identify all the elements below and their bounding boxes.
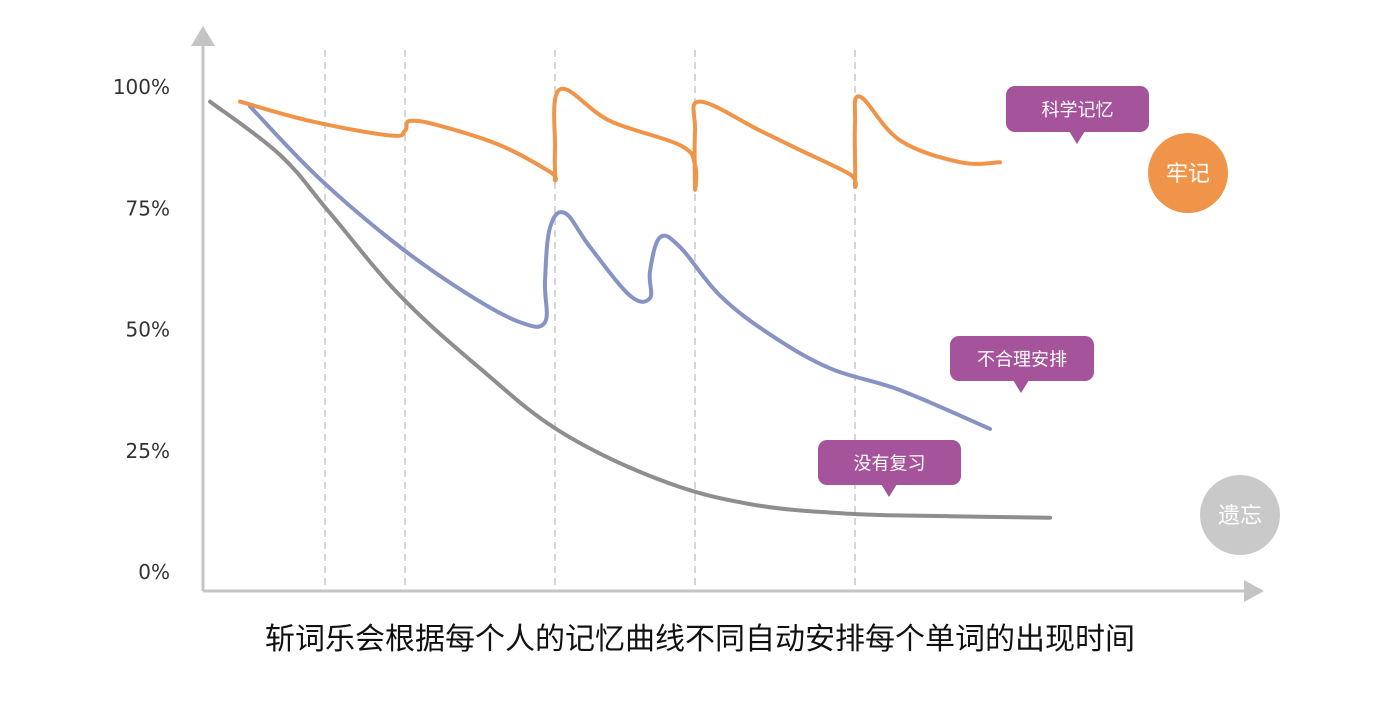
end-badge-label: 遗忘 xyxy=(1218,504,1262,529)
series-line-none xyxy=(208,99,1052,520)
y-axis-arrow xyxy=(191,26,215,46)
bubble-tail xyxy=(1013,380,1029,393)
y-tick-label: 100% xyxy=(113,75,170,99)
series-lines xyxy=(208,86,1052,520)
end-badge-circle xyxy=(1148,133,1228,213)
bubble-tail xyxy=(1069,131,1085,144)
y-tick-label: 75% xyxy=(126,196,170,220)
annotation-bubble-scientific: 科学记忆 xyxy=(1006,86,1149,144)
y-tick-label: 0% xyxy=(138,560,170,584)
end-badge-label: 牢记 xyxy=(1166,162,1210,187)
y-tick-label: 50% xyxy=(126,318,170,342)
annotation-bubble-unreasonable: 不合理安排 xyxy=(950,336,1094,393)
bubble-tail xyxy=(881,484,897,497)
bubble-body xyxy=(950,336,1094,381)
series-line-unreasonable xyxy=(248,104,992,431)
end-badge-circle xyxy=(1200,475,1280,555)
end-badge-none: 遗忘 xyxy=(1200,475,1280,555)
chart-caption: 斩词乐会根据每个人的记忆曲线不同自动安排每个单词的出现时间 xyxy=(265,622,1135,657)
y-tick-label: 25% xyxy=(126,439,170,463)
axes xyxy=(191,26,1264,602)
bubble-body xyxy=(1006,86,1149,132)
x-axis-arrow xyxy=(1244,580,1264,602)
annotation-bubble-none: 没有复习 xyxy=(818,440,961,497)
end-badge-scientific: 牢记 xyxy=(1148,133,1228,213)
bubble-body xyxy=(818,440,961,485)
y-tick-labels: 100% 75% 50% 25% 0% xyxy=(113,75,170,584)
bubble-label: 不合理安排 xyxy=(977,350,1067,371)
bubble-label: 没有复习 xyxy=(854,454,926,475)
bubble-label: 科学记忆 xyxy=(1042,100,1114,121)
series-line-scientific xyxy=(238,86,1002,192)
